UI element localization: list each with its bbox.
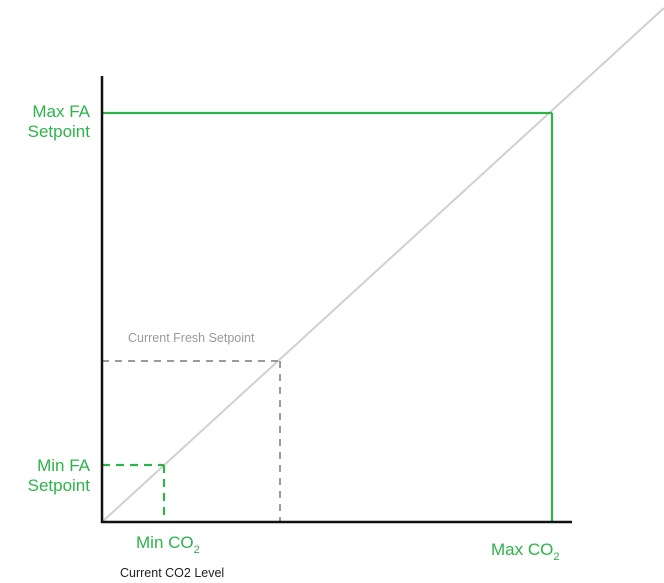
min-co2-subscript: 2 xyxy=(193,544,200,556)
diagonal-line xyxy=(101,7,664,523)
max-fa-label-line1: Max FA xyxy=(32,102,90,121)
max-fa-setpoint-label: Max FA Setpoint xyxy=(14,102,90,141)
min-co2-text: Min CO xyxy=(136,533,194,552)
min-fa-label-line2: Setpoint xyxy=(27,475,90,495)
current-co2-level-label: Current CO2 Level xyxy=(120,566,225,580)
min-co2-label: Min CO2 xyxy=(136,533,200,556)
current-fresh-setpoint-label: Current Fresh Setpoint xyxy=(128,331,255,345)
max-fa-label-line2: Setpoint xyxy=(27,121,90,141)
max-co2-label: Max CO2 xyxy=(491,540,560,563)
max-co2-text: Max CO xyxy=(491,540,554,559)
min-fa-setpoint-label: Min FA Setpoint xyxy=(14,456,90,495)
min-fa-label-line1: Min FA xyxy=(37,456,90,475)
max-co2-subscript: 2 xyxy=(553,551,560,563)
